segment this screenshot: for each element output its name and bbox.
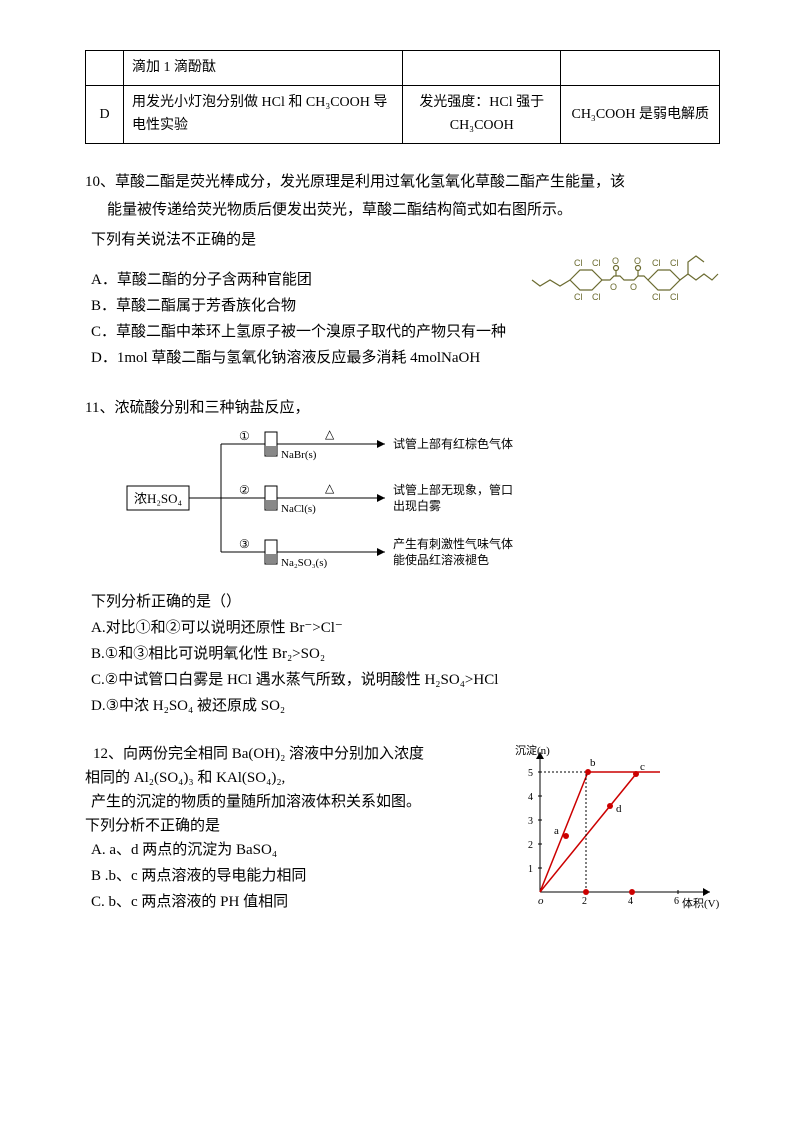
table-row: 滴加 1 滴酚酞: [86, 51, 720, 86]
diagram-box-label: 浓H₂SO₄: [134, 491, 183, 506]
svg-text:Cl: Cl: [574, 292, 583, 302]
svg-text:d: d: [616, 803, 622, 815]
q11-option-c: C.②中试管口白雾是 HCl 遇水蒸气所致，说明酸性 H₂SO₄>HCl: [85, 668, 720, 692]
q10-line2: 能量被传递给荧光物质后便发出荧光，草酸二酯结构简式如右图所示。: [85, 198, 720, 222]
svg-text:O: O: [630, 282, 637, 292]
svg-text:Cl: Cl: [592, 258, 601, 268]
diagram-tube1: NaBr(s): [281, 449, 317, 461]
svg-text:c: c: [640, 761, 645, 773]
svg-text:o: o: [538, 895, 544, 907]
diagram-res1: 试管上部有红棕色气体: [393, 436, 513, 451]
svg-text:O: O: [612, 256, 619, 266]
svg-text:4: 4: [528, 792, 533, 803]
cell-label: D: [86, 86, 124, 144]
delta-icon: △: [325, 427, 335, 441]
q11-prompt: 下列分析正确的是（）: [85, 590, 720, 614]
svg-text:Cl: Cl: [592, 292, 601, 302]
diagram-num3: ③: [239, 537, 250, 551]
svg-text:Cl: Cl: [652, 258, 661, 268]
svg-text:Cl: Cl: [574, 258, 583, 268]
svg-text:b: b: [590, 757, 596, 769]
svg-text:Cl: Cl: [652, 292, 661, 302]
diagram-tube3: Na₂SO₃(s): [281, 557, 328, 569]
diagram-res3b: 能使品红溶液褪色: [393, 552, 489, 567]
table-row: D 用发光小灯泡分别做 HCl 和 CH₃COOH 导电性实验 发光强度：HCl…: [86, 86, 720, 144]
svg-text:Cl: Cl: [670, 258, 679, 268]
diagram-res2a: 试管上部无现象，管口: [393, 482, 513, 497]
q11-header: 11、浓硫酸分别和三种钠盐反应，: [85, 396, 720, 420]
diagram-num2: ②: [239, 483, 250, 497]
experiment-table: 滴加 1 滴酚酞 D 用发光小灯泡分别做 HCl 和 CH₃COOH 导电性实验…: [85, 50, 720, 144]
svg-text:4: 4: [628, 896, 633, 907]
svg-text:2: 2: [528, 840, 533, 851]
reaction-diagram: 浓H₂SO₄ ① NaBr(s) △ 试管上部有红棕色气体 ② NaCl(s) …: [125, 424, 585, 574]
q10-option-d: D．1mol 草酸二酯与氢氧化钠溶液反应最多消耗 4molNaOH: [85, 346, 720, 370]
q10-line1: 10、草酸二酯是荧光棒成分，发光原理是利用过氧化氢氧化草酸二酯产生能量，该: [85, 170, 720, 194]
q11-option-d: D.③中浓 H₂SO₄ 被还原成 SO₂: [85, 694, 720, 718]
cell-op: 滴加 1 滴酚酞: [124, 51, 403, 86]
diagram-num1: ①: [239, 429, 250, 443]
q11-option-a: A.对比①和②可以说明还原性 Br⁻>Cl⁻: [85, 616, 720, 640]
svg-text:5: 5: [528, 768, 533, 779]
svg-text:O: O: [634, 256, 641, 266]
question-12: 沉淀(n) 体积(V) 1 2 3 4 5 2 4 6 o a b c d 1 2…: [85, 742, 720, 916]
cell-phenomenon: 发光强度：HCl 强于 CH₃COOH: [402, 86, 561, 144]
diagram-res2b: 出现白雾: [393, 498, 441, 513]
svg-text:a: a: [554, 825, 559, 837]
precipitate-chart: 沉淀(n) 体积(V) 1 2 3 4 5 2 4 6 o a b c d: [510, 742, 720, 912]
diagram-tube2: NaCl(s): [281, 503, 316, 515]
diagram-res3a: 产生有刺激性气味气体: [393, 536, 513, 551]
delta-icon: △: [325, 481, 335, 495]
q11-option-b: B.①和③相比可说明氧化性 Br₂>SO₂: [85, 642, 720, 666]
chart-ylabel: 沉淀(n): [515, 743, 550, 757]
svg-text:1: 1: [528, 864, 533, 875]
cell-op: 用发光小灯泡分别做 HCl 和 CH₃COOH 导电性实验: [124, 86, 403, 144]
svg-text:6: 6: [674, 896, 679, 907]
question-10: 10、草酸二酯是荧光棒成分，发光原理是利用过氧化氢氧化草酸二酯产生能量，该 能量…: [85, 170, 720, 372]
cell-conclusion: CH₃COOH 是弱电解质: [561, 86, 720, 144]
question-11: 11、浓硫酸分别和三种钠盐反应， 浓H₂SO₄ ① NaBr(s) △ 试管上部…: [85, 396, 720, 718]
chart-xlabel: 体积(V): [682, 896, 720, 910]
svg-text:2: 2: [582, 896, 587, 907]
molecule-diagram: Cl Cl Cl Cl Cl Cl Cl Cl O O O O: [530, 232, 720, 327]
svg-text:3: 3: [528, 816, 533, 827]
svg-text:Cl: Cl: [670, 292, 679, 302]
svg-text:O: O: [610, 282, 617, 292]
